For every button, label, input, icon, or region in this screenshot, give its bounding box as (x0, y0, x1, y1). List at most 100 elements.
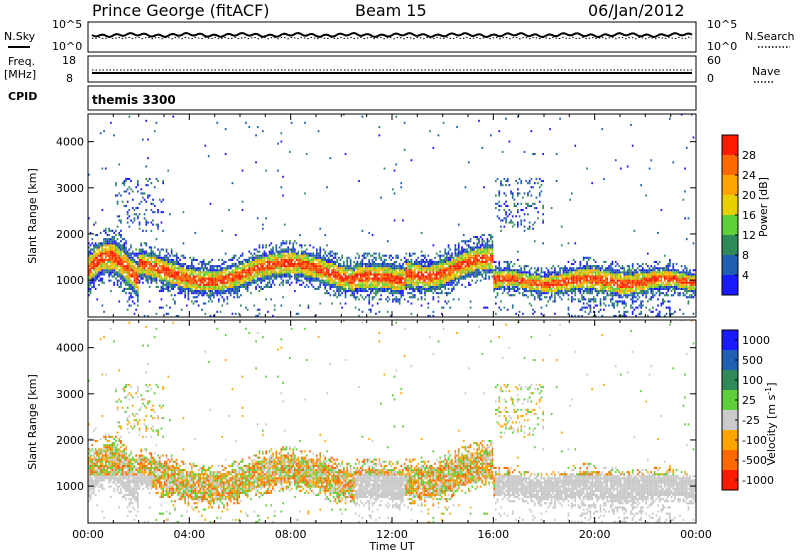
power-cell (417, 287, 419, 290)
power-cell (466, 254, 468, 257)
power-cell (169, 285, 171, 288)
power-cell (392, 290, 394, 293)
power-cell (429, 277, 431, 280)
power-cell (204, 275, 207, 278)
power-cell (125, 204, 127, 207)
power-cell (255, 314, 257, 317)
power-cell (513, 279, 516, 282)
power-cell (99, 263, 102, 266)
power-cell (484, 277, 487, 280)
power-cell (250, 279, 252, 282)
power-cell (113, 273, 115, 276)
power-cell (506, 275, 509, 278)
power-cell (317, 258, 320, 261)
power-cell (544, 277, 546, 280)
power-cell (194, 258, 197, 261)
power-cell (326, 260, 328, 263)
power-cell (121, 260, 124, 263)
power-cell (147, 279, 149, 282)
power-cell (441, 265, 443, 268)
power-cell (456, 252, 458, 255)
power-cell (115, 252, 117, 255)
power-cell (365, 271, 367, 274)
power-cell (130, 180, 132, 183)
power-cell (518, 273, 521, 276)
power-cell (338, 279, 340, 282)
power-cell (216, 277, 219, 280)
power-cell (393, 265, 396, 268)
power-cell (488, 265, 490, 268)
power-cell (493, 281, 495, 284)
power-cell (211, 292, 213, 295)
power-cell (177, 285, 180, 288)
power-cell (155, 273, 158, 276)
power-cell (101, 304, 104, 307)
power-cell (461, 283, 463, 286)
power-cell (282, 194, 284, 197)
power-cell (500, 229, 502, 232)
power-cell (432, 267, 435, 270)
power-cell (415, 267, 418, 270)
power-cell (123, 254, 126, 257)
power-cell (145, 254, 148, 257)
cpid-value: themis 3300 (92, 93, 176, 107)
power-cell (414, 281, 416, 284)
power-cell (434, 277, 436, 280)
power-cell (186, 279, 188, 282)
power-cell (368, 267, 371, 270)
power-cell (425, 265, 428, 268)
power-cell (339, 283, 342, 286)
power-cell (111, 246, 114, 249)
power-cell (552, 271, 555, 274)
power-cell (506, 215, 509, 218)
power-cell (550, 290, 553, 293)
power-cell (187, 275, 190, 278)
power-cell (255, 265, 257, 268)
power-cell (527, 296, 529, 299)
power-cell (468, 244, 470, 247)
power-cell (454, 273, 457, 276)
power-cell (211, 285, 213, 288)
power-cell (464, 258, 467, 261)
power-cell (434, 256, 436, 259)
power-cell (187, 298, 190, 301)
power-cell (417, 267, 419, 270)
power-cell (184, 275, 186, 278)
power-cell (207, 275, 210, 278)
power-cell (395, 287, 398, 290)
power-cell (457, 267, 460, 270)
power-cell (371, 263, 374, 266)
power-cell (213, 292, 215, 295)
power-cell (187, 283, 190, 286)
power-cell (277, 271, 279, 274)
power-cell (442, 254, 445, 257)
power-cell (140, 258, 143, 261)
power-cell (441, 275, 443, 278)
power-cell (135, 308, 137, 311)
power-cell (192, 258, 195, 261)
power-cell (282, 281, 284, 284)
power-cell (425, 260, 428, 263)
power-cell (518, 177, 521, 180)
power-cell (478, 246, 480, 249)
power-cell (104, 244, 107, 247)
power-cell (429, 314, 431, 317)
power-cell (165, 271, 168, 274)
power-cell (321, 258, 323, 261)
power-cell (510, 221, 512, 224)
power-cell (165, 304, 168, 307)
power-cell (256, 275, 259, 278)
power-cell (533, 287, 536, 290)
power-cell (351, 273, 354, 276)
power-cell (520, 271, 523, 274)
power-cell (513, 263, 516, 266)
power-cell (559, 281, 561, 284)
power-cell (155, 269, 158, 272)
power-cell (224, 281, 227, 284)
power-cell (231, 273, 234, 276)
power-cell (93, 285, 95, 288)
power-cell (135, 269, 137, 272)
power-cell (106, 263, 109, 266)
power-cell (446, 267, 448, 270)
power-cell (533, 271, 536, 274)
